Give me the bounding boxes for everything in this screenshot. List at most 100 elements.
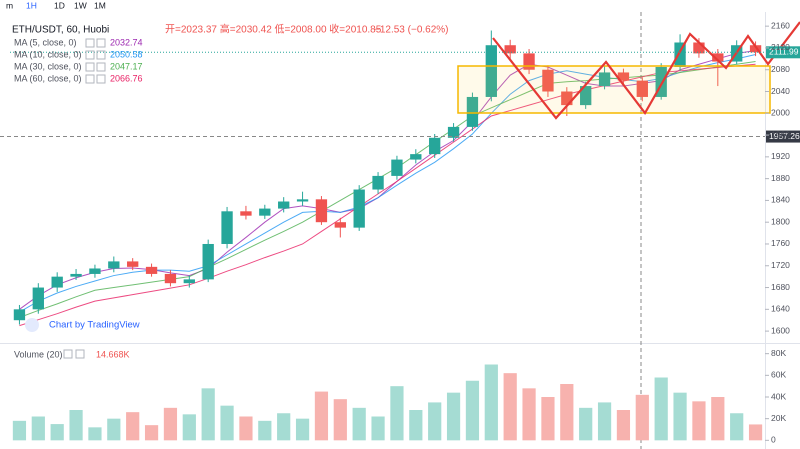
toolbar-button[interactable]: 1W	[74, 0, 87, 10]
volume-bar	[503, 373, 517, 441]
candle-body	[447, 126, 460, 138]
y-tick-label: 1720	[771, 260, 790, 270]
candle-body	[485, 45, 497, 97]
toolbar-button[interactable]: m	[6, 0, 13, 10]
candle-body	[315, 199, 328, 223]
volume-bar	[673, 392, 687, 441]
candle-body	[70, 273, 82, 277]
candle-body	[334, 222, 346, 228]
volume-bar	[88, 427, 102, 441]
volume-bar	[390, 386, 404, 441]
candle-body	[655, 67, 667, 97]
volume-bar	[711, 397, 725, 441]
candle-body	[372, 175, 384, 190]
y-tick-label: 2080	[771, 64, 790, 74]
volume-bar	[295, 418, 310, 441]
y2-tick-label: 60K	[771, 370, 786, 380]
volume-bar	[12, 420, 27, 441]
zigzag-drawing	[492, 21, 800, 120]
volume-bar	[560, 384, 574, 441]
candle-body	[89, 268, 101, 274]
candle-body	[693, 42, 705, 54]
icon[interactable]	[85, 38, 95, 48]
ma-legend-value: 2047.17	[110, 61, 143, 71]
volume-bar	[635, 394, 649, 441]
volume-bar	[730, 413, 744, 441]
candle-body	[410, 154, 422, 160]
volume-bar	[314, 391, 329, 441]
ma-legend-name: MA (30, close, 0)	[14, 61, 82, 71]
y-tick-label: 1880	[771, 173, 790, 183]
candle-body	[108, 261, 120, 269]
ma-line	[19, 61, 756, 318]
volume-bar	[239, 416, 253, 441]
volume-bar	[597, 402, 612, 441]
overlay: 2111.99 1957.26 MA (5, close, 0) 2032.74 MA …	[0, 37, 800, 143]
candle-body	[240, 211, 252, 216]
y2-tick-label: 20K	[771, 413, 786, 423]
candle-body	[259, 208, 271, 216]
candle-body	[542, 69, 554, 92]
volume-bar	[163, 407, 178, 441]
ma-legend-value: 2032.74	[110, 37, 143, 47]
volume-value: 14.668K	[96, 349, 130, 359]
volume-bar	[182, 414, 196, 441]
ma-line	[19, 50, 756, 310]
volume-bar	[409, 410, 423, 441]
icon[interactable]	[96, 38, 106, 48]
candle-body	[466, 96, 479, 127]
icon[interactable]	[85, 74, 95, 84]
volume-bar	[371, 416, 385, 441]
candle-body	[296, 199, 309, 202]
candle-body	[391, 159, 403, 176]
icon[interactable]	[96, 74, 106, 84]
candle-body	[617, 72, 630, 81]
volume-bar	[522, 388, 536, 441]
toolbar-button[interactable]: 1H	[26, 0, 37, 10]
candle-body	[221, 211, 233, 244]
ma-line	[19, 53, 756, 313]
toolbar-button[interactable]: 1M	[94, 0, 106, 10]
candle-body	[32, 287, 44, 310]
y2-tick-label: 0	[771, 435, 776, 445]
y-tick-label: 1680	[771, 282, 790, 292]
volume-bar	[654, 377, 668, 441]
candle-body	[636, 80, 648, 97]
chart-title: ETH/USDT, 60, Huobi	[12, 25, 109, 36]
icon[interactable]	[96, 62, 106, 72]
volume-bar	[579, 407, 593, 441]
icon[interactable]	[75, 349, 85, 359]
candle-body	[145, 266, 158, 274]
icon[interactable]	[85, 50, 95, 60]
volume-title: Volume (20)	[14, 349, 63, 359]
toolbar-button[interactable]: 1D	[54, 0, 65, 10]
y-tick-label: 1840	[771, 195, 790, 205]
candle-body	[353, 189, 365, 228]
ma-legend-name: MA (60, close, 0)	[14, 73, 82, 83]
volume-bar	[69, 410, 83, 441]
icon[interactable]	[63, 349, 73, 359]
candle-body	[202, 243, 214, 280]
y-tick-label: 1760	[771, 238, 790, 248]
volume-bar	[201, 388, 215, 441]
volume-bar	[428, 402, 442, 441]
icon[interactable]	[85, 62, 95, 72]
ma-legend-value: 2050.58	[110, 49, 143, 59]
ohlc-text: 开=2023.37 高=2030.42 低=2008.00 收=2010.85	[165, 23, 382, 36]
candle-body	[712, 53, 724, 62]
y2-tick-label: 40K	[771, 391, 786, 401]
volume-bar	[616, 410, 631, 441]
ma-legend-name: MA (5, close, 0)	[14, 37, 77, 47]
candle-body	[13, 309, 26, 321]
volume-bar	[748, 424, 763, 441]
watermark: Chart by TradingView	[49, 320, 140, 331]
volume-bar	[446, 392, 461, 441]
volume-bar	[484, 364, 498, 441]
marks	[12, 30, 763, 441]
icon[interactable]	[96, 50, 106, 60]
y-tick-label: 2160	[771, 20, 790, 30]
y-tick-label: 1640	[771, 304, 790, 314]
candle-body	[164, 273, 177, 284]
volume-bar	[692, 401, 706, 441]
